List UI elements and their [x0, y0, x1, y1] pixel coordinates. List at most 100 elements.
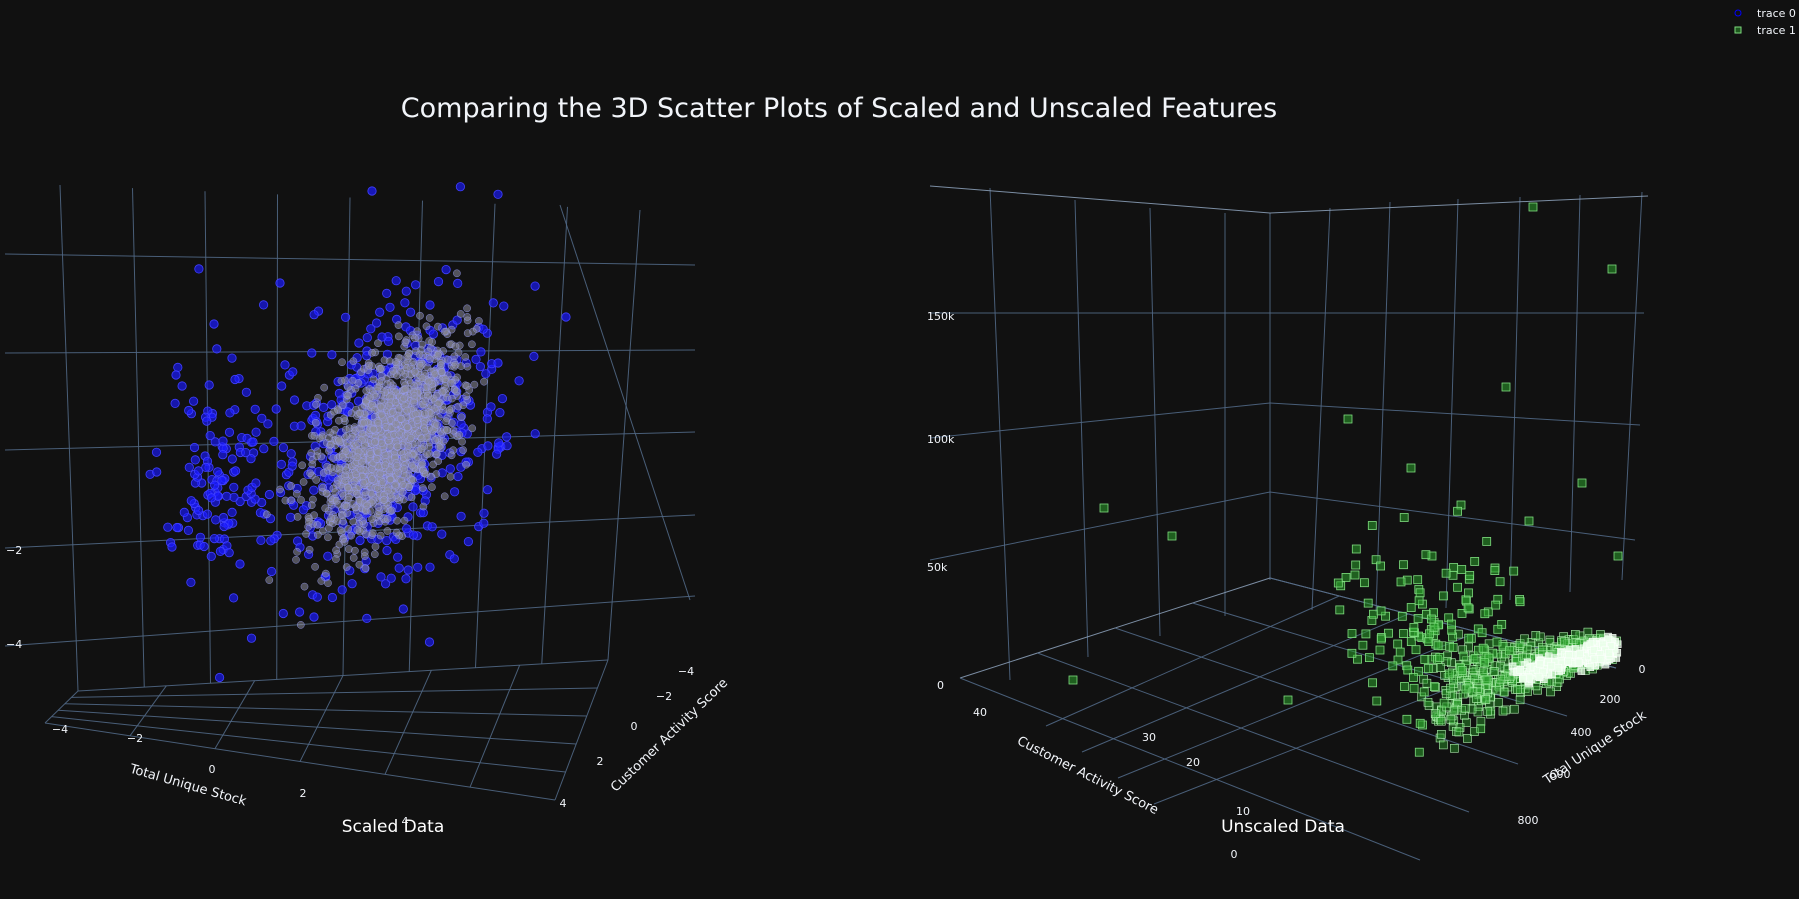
scaled-point: [377, 410, 386, 419]
unscaled-point: [1367, 521, 1377, 530]
scaled-x-tick: 2: [300, 787, 307, 800]
scaled-point: [276, 485, 284, 494]
scaled-point: [393, 442, 402, 451]
unscaled-point: [1423, 664, 1433, 673]
scaled-point: [263, 419, 273, 429]
unscaled-point: [1534, 672, 1543, 681]
scaled-point: [424, 637, 435, 647]
scaled-point: [384, 486, 392, 495]
scaled-point: [365, 361, 373, 370]
unscaled-point: [1435, 653, 1445, 662]
legend[interactable]: trace 0 trace 1: [1734, 7, 1796, 37]
unscaled-point: [1519, 674, 1527, 683]
scaled-point: [202, 416, 212, 426]
scaled-point: [266, 536, 276, 546]
unscaled-point: [1478, 643, 1488, 653]
scaled-point: [411, 367, 419, 376]
scaled-point: [266, 566, 277, 577]
scaled-point: [472, 325, 481, 333]
unscaled-point: [1470, 557, 1480, 566]
unscaled-point: [1454, 727, 1464, 737]
scaled-point: [280, 360, 290, 370]
grid-line: [1509, 196, 1521, 601]
legend-item-trace-1[interactable]: trace 1: [1734, 24, 1796, 37]
scaled-point: [227, 507, 237, 518]
grid-line: [1375, 201, 1391, 613]
scaled-point: [481, 369, 491, 379]
scaled-point: [325, 524, 333, 533]
scaled-point: [335, 416, 343, 425]
unscaled-point: [1564, 634, 1574, 644]
unscaled-point: [1406, 463, 1416, 473]
scaled-point: [391, 480, 400, 489]
scaled-point: [445, 464, 455, 474]
scaled-point: [421, 409, 429, 418]
scaled-point: [355, 535, 365, 546]
grid-line: [559, 204, 691, 601]
scaled-point: [281, 496, 290, 505]
unscaled-point: [1351, 560, 1361, 570]
scaled-point: [320, 383, 329, 392]
scaled-point: [294, 607, 305, 617]
scaled-point: [423, 450, 431, 459]
scaled-point: [441, 264, 451, 275]
scaled-point: [218, 450, 228, 460]
scaled-point: [351, 384, 360, 393]
unscaled-point: [1351, 544, 1361, 554]
unscaled-point: [1341, 573, 1351, 582]
unscaled-point: [1495, 577, 1505, 587]
scaled-point: [269, 436, 279, 446]
scaled-point: [382, 545, 392, 556]
scaled-point: [329, 454, 337, 462]
legend-item-trace-0[interactable]: trace 0: [1734, 7, 1796, 20]
unscaled-point: [1518, 652, 1527, 662]
scaled-y-tick: 4: [560, 797, 567, 810]
scaled-point: [248, 437, 258, 447]
unscaled-point: [1421, 550, 1431, 560]
scaled-point: [360, 418, 368, 427]
scaled-point: [349, 357, 358, 366]
unscaled-point: [1461, 703, 1470, 713]
unscaled-point: [1473, 679, 1483, 688]
unscaled-point: [1490, 566, 1500, 575]
scaled-point: [403, 406, 412, 415]
unscaled-x-tick: 0: [1231, 848, 1238, 861]
scaled-point: [292, 556, 300, 564]
scaled-point: [344, 383, 352, 391]
scaled-point: [202, 509, 212, 519]
unscaled-point: [1413, 575, 1423, 585]
unscaled-point: [1499, 687, 1509, 697]
scaled-point: [408, 461, 416, 470]
scaled-point: [413, 562, 423, 572]
unscaled-point: [1492, 678, 1501, 688]
unscaled-point: [1564, 657, 1572, 666]
scaled-point: [338, 489, 347, 498]
grid-line: [929, 491, 1271, 561]
scaled-point: [362, 613, 372, 624]
scaled-point: [354, 439, 363, 447]
scaled-point: [293, 513, 302, 521]
scaled-point: [456, 419, 466, 429]
scaled-point: [350, 477, 359, 486]
unscaled-point: [1427, 614, 1436, 624]
unscaled-subtitle: Unscaled Data: [1221, 817, 1345, 837]
scaled-point: [369, 425, 378, 434]
scaled-point: [318, 402, 329, 412]
scaled-point: [251, 427, 261, 437]
scaled-x-tick: 0: [209, 763, 216, 776]
scaled-point: [352, 470, 360, 479]
scaled-point: [385, 466, 394, 475]
scaled-point: [428, 329, 438, 339]
scaled-point: [305, 518, 313, 526]
scaled-point: [359, 478, 368, 487]
scaled-point: [362, 332, 372, 343]
scaled-point: [411, 334, 419, 343]
grid-line: [1192, 602, 1568, 717]
unscaled-point: [1403, 665, 1413, 675]
scaled-point: [448, 394, 456, 403]
scaled-point: [341, 447, 350, 455]
unscaled-point: [1482, 537, 1492, 546]
scaled-point: [297, 496, 305, 504]
